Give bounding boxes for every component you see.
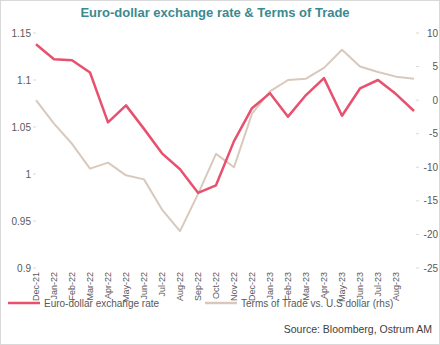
legend-label: Terms of Trade vs. U.S dollar (rhs): [241, 298, 393, 309]
y2-tick-label: 5: [432, 61, 438, 72]
x-tick-label: Aug-22: [175, 272, 185, 301]
y-tick-label: 1.15: [12, 28, 32, 39]
x-tick-label: Jun-23: [355, 272, 365, 300]
line-series: [36, 44, 414, 193]
x-tick-label: Mar-23: [301, 272, 311, 301]
y2-tick: [416, 268, 419, 269]
y2-tick: [416, 200, 419, 201]
x-tick-label: Feb-23: [283, 272, 293, 301]
title: Euro-dollar exchange rate & Terms of Tra…: [80, 5, 349, 20]
plot-area: [36, 44, 414, 231]
x-tick-label: Jul-22: [157, 272, 167, 297]
y2-tick-label: -20: [424, 229, 439, 240]
y2-tick-label: 10: [427, 28, 439, 39]
y2-tick: [416, 33, 419, 34]
y2-tick-label: -15: [424, 195, 439, 206]
y2-tick: [416, 167, 419, 168]
y-tick: [33, 268, 36, 269]
y2-tick: [416, 234, 419, 235]
y-tick-label: 0.9: [17, 263, 31, 274]
frame: [1, 1, 440, 345]
y-tick: [33, 174, 36, 175]
y-tick: [33, 80, 36, 81]
x-tick-label: Jun-22: [139, 272, 149, 300]
y-tick-label: 1.05: [12, 122, 32, 133]
x-tick-label: Nov-22: [229, 272, 239, 301]
x-tick-label: Dec-21: [31, 272, 41, 301]
y2-tick-label: 0: [432, 95, 438, 106]
y2-tick-label: -25: [424, 263, 439, 274]
legend-swatch: [8, 302, 40, 305]
x-tick-label: Oct-22: [211, 272, 221, 299]
x-tick-label: Jul-23: [373, 272, 383, 297]
x-tick-label: Mar-22: [85, 272, 95, 301]
chart: Euro-dollar exchange rate & Terms of Tra…: [0, 0, 440, 345]
source: Source: Bloomberg, Ostrum AM: [284, 323, 432, 335]
y-tick: [33, 33, 36, 34]
legend-swatch: [205, 302, 237, 305]
y2-tick-label: -10: [424, 162, 439, 173]
y-tick-label: 1: [25, 169, 31, 180]
x-tick-label: Feb-22: [67, 272, 77, 301]
y2-tick: [416, 100, 419, 101]
x-tick-label: Apr-22: [103, 272, 113, 299]
y-tick-label: 1.1: [17, 75, 31, 86]
y-tick: [33, 127, 36, 128]
x-tick-label: Apr-23: [319, 272, 329, 299]
y-tick-label: 0.95: [12, 216, 32, 227]
x-tick-label: Sep-22: [193, 272, 203, 301]
legend-label: Euro-dollar exchange rate: [44, 298, 160, 309]
x-tick-label: Jan-23: [265, 272, 275, 300]
x-tick-label: Jan-22: [49, 272, 59, 300]
y-tick: [33, 221, 36, 222]
y2-tick-label: -5: [429, 128, 438, 139]
y2-tick: [416, 133, 419, 134]
y2-tick: [416, 66, 419, 67]
